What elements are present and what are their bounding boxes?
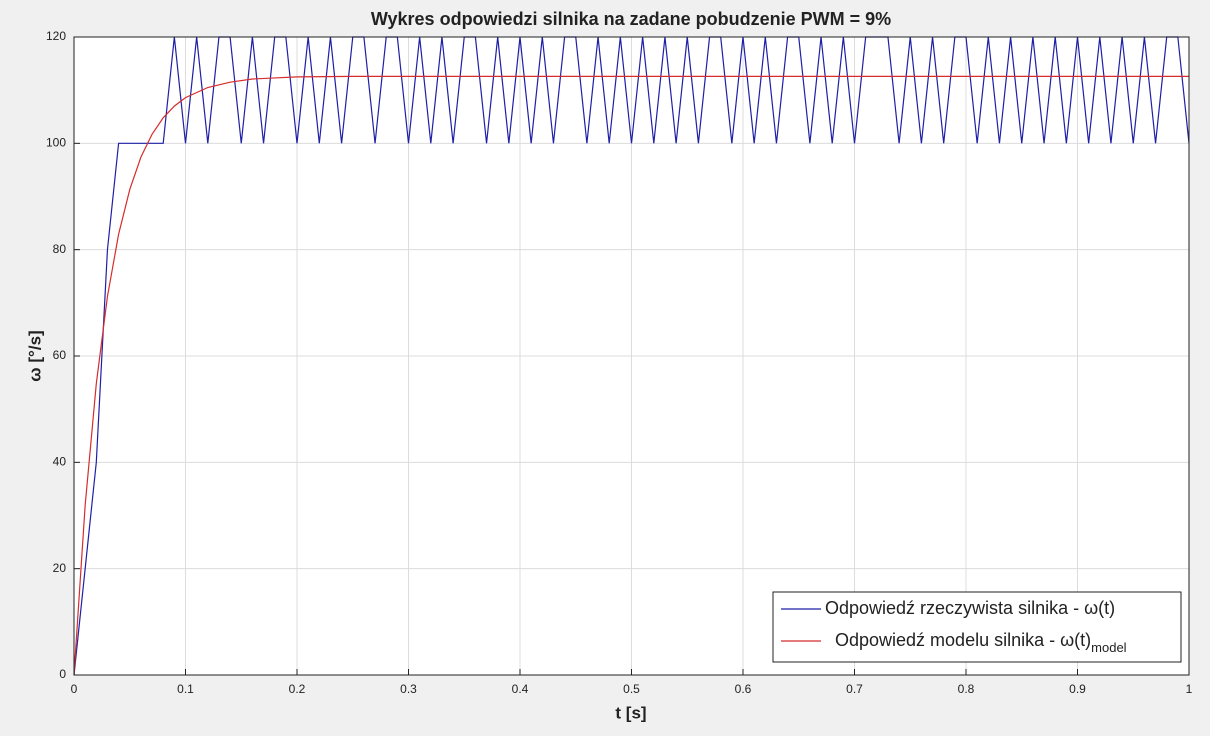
y-tick-label: 80: [53, 242, 67, 256]
x-axis-label: t [s]: [615, 703, 646, 722]
y-tick-label: 40: [53, 455, 67, 469]
y-tick-label: 100: [46, 136, 66, 150]
x-tick-label: 0.8: [958, 682, 975, 696]
chart-title: Wykres odpowiedzi silnika na zadane pobu…: [371, 9, 891, 29]
x-tick-label: 1: [1186, 682, 1193, 696]
x-tick-label: 0.4: [512, 682, 529, 696]
y-axis-label: ω [°/s]: [25, 330, 44, 381]
x-tick-label: 0: [71, 682, 78, 696]
legend-text: Odpowiedź rzeczywista silnika - ω(t): [825, 598, 1115, 618]
x-tick-label: 0.9: [1069, 682, 1086, 696]
legend-text: Odpowiedź modelu silnika - ω(t): [835, 630, 1091, 650]
plot-frame: [73, 36, 1190, 676]
x-tick-label: 0.1: [177, 682, 194, 696]
legend-label: Odpowiedź modelu silnika - ω(t)model: [835, 630, 1127, 656]
series-line: [73, 75, 1189, 676]
x-tick-label: 0.2: [289, 682, 306, 696]
x-tick-label: 0.5: [623, 682, 640, 696]
y-tick-label: 120: [46, 29, 66, 43]
y-tick-label: 0: [59, 667, 66, 681]
legend-label: Odpowiedź rzeczywista silnika - ω(t): [825, 598, 1115, 618]
legend-subscript: model: [1091, 640, 1127, 655]
y-tick-label: 20: [53, 561, 67, 575]
legend-box: [772, 591, 1182, 663]
x-tick-label: 0.3: [400, 682, 417, 696]
y-tick-label: 60: [53, 348, 67, 362]
series-line: [73, 36, 1190, 676]
x-tick-label: 0.7: [846, 682, 863, 696]
x-tick-label: 0.6: [735, 682, 752, 696]
